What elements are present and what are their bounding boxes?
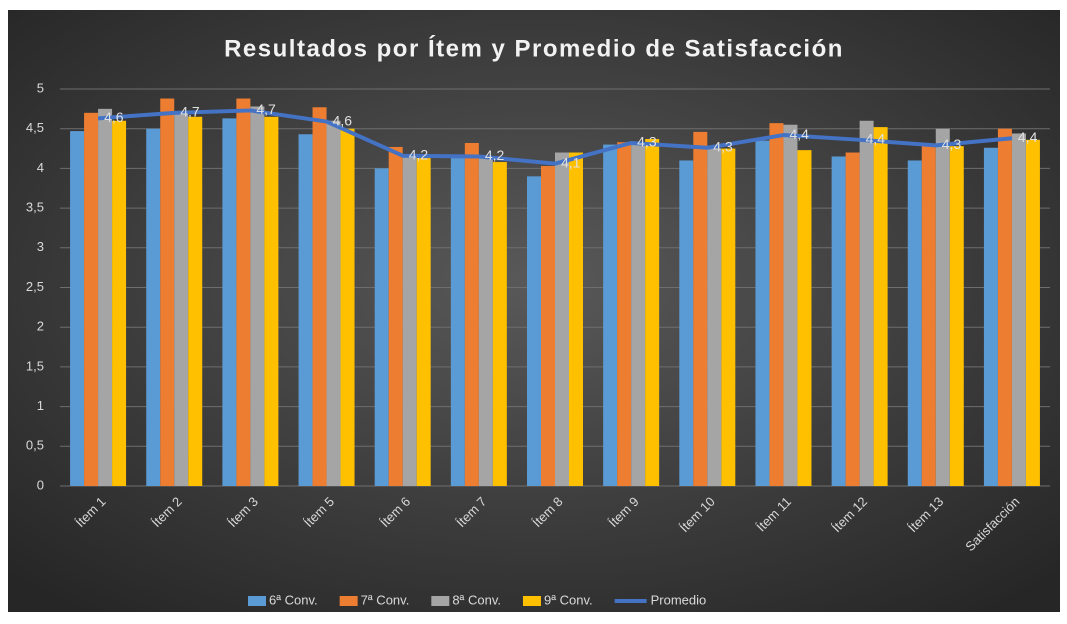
bar [174, 112, 189, 486]
legend-label: 8ª Conv. [452, 592, 501, 607]
bar [388, 146, 403, 486]
bar [298, 134, 313, 486]
data-label: 4,6 [104, 109, 124, 125]
y-tick-label: 2,5 [26, 279, 44, 294]
bar [84, 112, 99, 486]
bar [98, 108, 113, 486]
data-label: 4,4 [866, 131, 886, 147]
bar [755, 140, 770, 487]
bar [679, 160, 694, 486]
bar [492, 162, 507, 486]
data-label: 4,2 [409, 146, 429, 162]
y-tick-label: 3,5 [26, 200, 44, 215]
y-tick-label: 1 [37, 398, 44, 413]
bar [569, 152, 583, 486]
bar [645, 139, 660, 486]
bar [450, 158, 465, 486]
y-tick-label: 0,5 [26, 438, 44, 453]
bar [312, 107, 327, 487]
bar [631, 144, 646, 486]
bar [478, 156, 493, 487]
bar [250, 106, 265, 486]
bar [783, 124, 798, 486]
legend-swatch [248, 596, 266, 606]
bar [831, 156, 846, 487]
bar [935, 128, 950, 486]
legend-swatch [431, 596, 450, 606]
legend-label: 9ª Conv. [544, 592, 593, 607]
legend-swatch [522, 596, 541, 606]
y-tick-label: 1,5 [26, 358, 44, 373]
bar [188, 116, 203, 486]
bar [693, 131, 708, 486]
legend-label: Promedio [651, 592, 707, 607]
bar [997, 128, 1012, 486]
bar [340, 128, 355, 486]
bar [907, 160, 922, 486]
bar [222, 118, 237, 487]
bar [617, 142, 632, 486]
data-label: 4,4 [1018, 129, 1038, 145]
legend-label: 6ª Conv. [269, 592, 318, 607]
bar [416, 158, 431, 486]
data-label: 4,2 [485, 147, 505, 163]
bar [873, 127, 888, 486]
bar [845, 152, 860, 486]
bar [264, 116, 279, 486]
bar [1025, 139, 1040, 487]
data-label: 4,4 [789, 126, 809, 142]
bar [769, 123, 784, 486]
bar [859, 120, 874, 486]
y-tick-label: 4 [37, 160, 44, 175]
bar [555, 152, 569, 486]
chart-title: Resultados por Ítem y Promedio de Satisf… [224, 34, 844, 62]
y-tick-label: 3 [37, 239, 44, 254]
bar [160, 98, 175, 486]
line-series [97, 108, 1013, 166]
y-tick-label: 2 [37, 319, 44, 334]
data-label: 4,7 [256, 101, 276, 117]
bar [326, 120, 341, 486]
bar [707, 148, 722, 487]
bar [112, 120, 127, 486]
data-label: 4,3 [713, 138, 733, 154]
bar [949, 146, 964, 486]
bar [70, 131, 85, 486]
bar [527, 176, 541, 486]
data-label: 4,1 [561, 154, 581, 170]
bar [236, 98, 251, 486]
bar [374, 168, 389, 486]
y-tick-label: 5 [37, 80, 44, 95]
legend-swatch [339, 596, 358, 606]
bar [146, 128, 161, 486]
data-label: 4,3 [637, 134, 657, 150]
y-tick-label: 0 [37, 477, 44, 492]
data-label: 4,6 [333, 112, 353, 128]
bar [541, 166, 555, 486]
bar [721, 148, 736, 487]
bar [983, 147, 998, 487]
bar [1011, 133, 1026, 487]
bar [464, 142, 479, 486]
legend-label: 7ª Conv. [361, 592, 410, 607]
bar [921, 144, 936, 486]
y-tick-label: 4,5 [26, 120, 44, 135]
bar [797, 150, 812, 486]
bar [603, 144, 618, 486]
data-label: 4,3 [942, 136, 962, 152]
bar [402, 156, 417, 487]
data-label: 4,7 [180, 104, 200, 120]
